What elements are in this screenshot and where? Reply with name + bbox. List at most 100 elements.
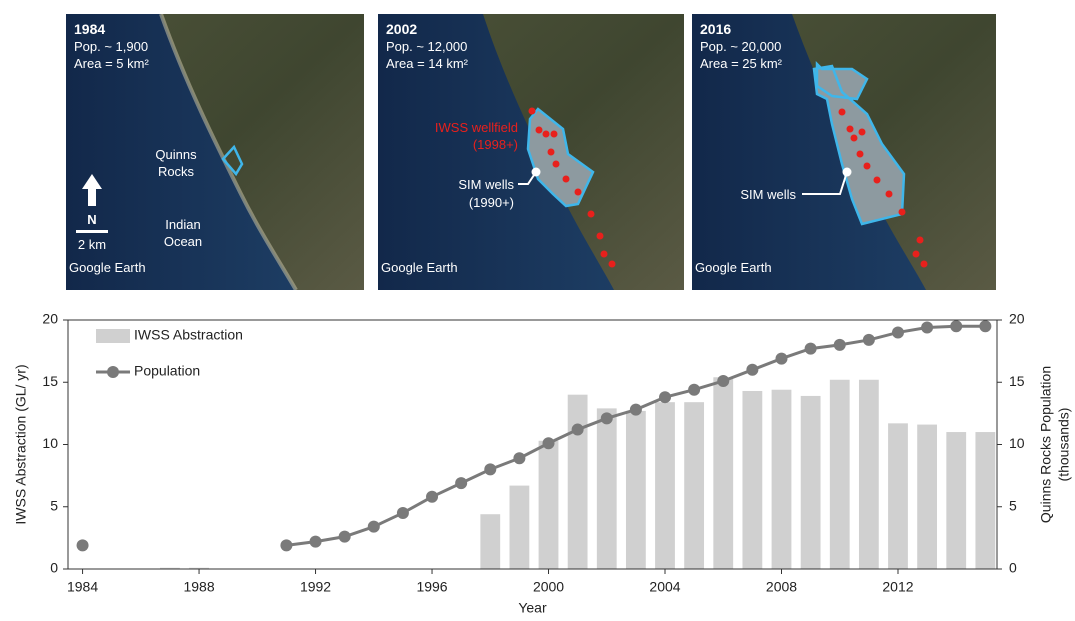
bar xyxy=(568,395,588,569)
x-tick-label: 2004 xyxy=(649,579,680,595)
point xyxy=(339,531,351,543)
map-label: Indian xyxy=(165,217,200,232)
y-tick-label: 15 xyxy=(42,373,58,389)
bar xyxy=(684,402,704,569)
x-tick-label: 1996 xyxy=(416,579,447,595)
y-tick-label: 0 xyxy=(50,560,58,576)
map-label: SIM wells xyxy=(458,177,514,192)
map-label: IWSS wellfield xyxy=(435,120,518,135)
point xyxy=(280,539,292,551)
y-axis-label: IWSS Abstraction (GL/ yr) xyxy=(13,364,29,524)
x-axis-label: Year xyxy=(518,600,547,616)
point xyxy=(630,404,642,416)
legend-swatch xyxy=(107,366,119,378)
point xyxy=(543,437,555,449)
point xyxy=(601,412,613,424)
y-tick-label: 20 xyxy=(42,311,58,327)
bar xyxy=(626,411,646,569)
figure: 1984 Pop. ~ 1,900 Area = 5 km² Quinns Ro… xyxy=(0,0,1075,616)
point xyxy=(717,375,729,387)
map-label: Ocean xyxy=(164,234,202,249)
point xyxy=(455,477,467,489)
legend-label: IWSS Abstraction xyxy=(134,327,243,343)
x-tick-label: 2000 xyxy=(533,579,564,595)
point xyxy=(484,463,496,475)
x-tick-label: 1988 xyxy=(183,579,214,595)
point xyxy=(397,507,409,519)
x-tick-label: 2012 xyxy=(882,579,913,595)
bar xyxy=(859,380,879,569)
point xyxy=(863,334,875,346)
y2-tick-label: 15 xyxy=(1009,373,1025,389)
plot-frame xyxy=(68,320,997,569)
north-label: N xyxy=(87,212,96,227)
y2-axis-label: (thousands) xyxy=(1056,408,1072,482)
panel-pop: Pop. ~ 20,000 xyxy=(700,39,781,54)
legend-swatch xyxy=(96,329,130,343)
credit: Google Earth xyxy=(69,260,146,275)
credit: Google Earth xyxy=(381,260,458,275)
scale-label: 2 km xyxy=(78,237,106,252)
point xyxy=(310,536,322,548)
point xyxy=(688,384,700,396)
bar xyxy=(597,408,617,569)
bar xyxy=(917,425,937,569)
bar xyxy=(975,432,995,569)
x-tick-label: 1992 xyxy=(300,579,331,595)
y2-tick-label: 10 xyxy=(1009,435,1025,451)
point xyxy=(921,321,933,333)
bar xyxy=(772,390,792,569)
y2-tick-label: 20 xyxy=(1009,311,1025,327)
map-label: Quinns xyxy=(155,147,197,162)
point xyxy=(775,353,787,365)
point xyxy=(426,491,438,503)
map-label: Rocks xyxy=(158,164,195,179)
map-label: (1998+) xyxy=(473,137,518,152)
point xyxy=(834,339,846,351)
point xyxy=(513,452,525,464)
point xyxy=(659,391,671,403)
map-panel: 1984 Pop. ~ 1,900 Area = 5 km² Quinns Ro… xyxy=(66,14,364,290)
point xyxy=(892,326,904,338)
bar xyxy=(539,441,559,569)
panel-year: 2002 xyxy=(386,21,417,37)
chart: 0 5 10 15 20 0 5 10 15 20 1984 1988 1992 1996 2000 2004… xyxy=(13,311,1072,616)
page: {"map_panels": [ {"year": "1984", "pop":… xyxy=(0,0,1075,616)
point xyxy=(572,424,584,436)
bar xyxy=(509,486,529,569)
point xyxy=(950,320,962,332)
bar xyxy=(655,402,675,569)
bar xyxy=(801,396,821,569)
bar xyxy=(480,514,500,569)
panel-area: Area = 14 km² xyxy=(386,56,469,71)
panel-area: Area = 25 km² xyxy=(700,56,783,71)
point xyxy=(368,521,380,533)
bar xyxy=(888,423,908,569)
point xyxy=(805,343,817,355)
bar xyxy=(742,391,762,569)
y-tick-label: 5 xyxy=(50,497,58,513)
y-tick-label: 10 xyxy=(42,435,58,451)
bar xyxy=(713,377,733,569)
bar xyxy=(830,380,850,569)
y2-axis-label: Quinns Rocks Population xyxy=(1038,366,1054,523)
y2-tick-label: 0 xyxy=(1009,560,1017,576)
panel-year: 2016 xyxy=(700,21,731,37)
bar xyxy=(946,432,966,569)
map-label: (1990+) xyxy=(469,195,514,210)
credit: Google Earth xyxy=(695,260,772,275)
map-panel: 2016 Pop. ~ 20,000 Area = 25 km² SIM wel… xyxy=(692,14,996,290)
map-label: SIM wells xyxy=(740,187,796,202)
scale-bar xyxy=(76,230,108,233)
x-tick-label: 2008 xyxy=(766,579,797,595)
map-panel: 2002 Pop. ~ 12,000 Area = 14 km² IWSS we… xyxy=(378,14,684,290)
point xyxy=(746,364,758,376)
panel-pop: Pop. ~ 12,000 xyxy=(386,39,467,54)
panel-area: Area = 5 km² xyxy=(74,56,149,71)
point xyxy=(77,539,89,551)
panel-year: 1984 xyxy=(74,21,105,37)
legend-label: Population xyxy=(134,363,200,379)
x-tick-label: 1984 xyxy=(67,579,98,595)
y2-tick-label: 5 xyxy=(1009,497,1017,513)
point xyxy=(979,320,991,332)
